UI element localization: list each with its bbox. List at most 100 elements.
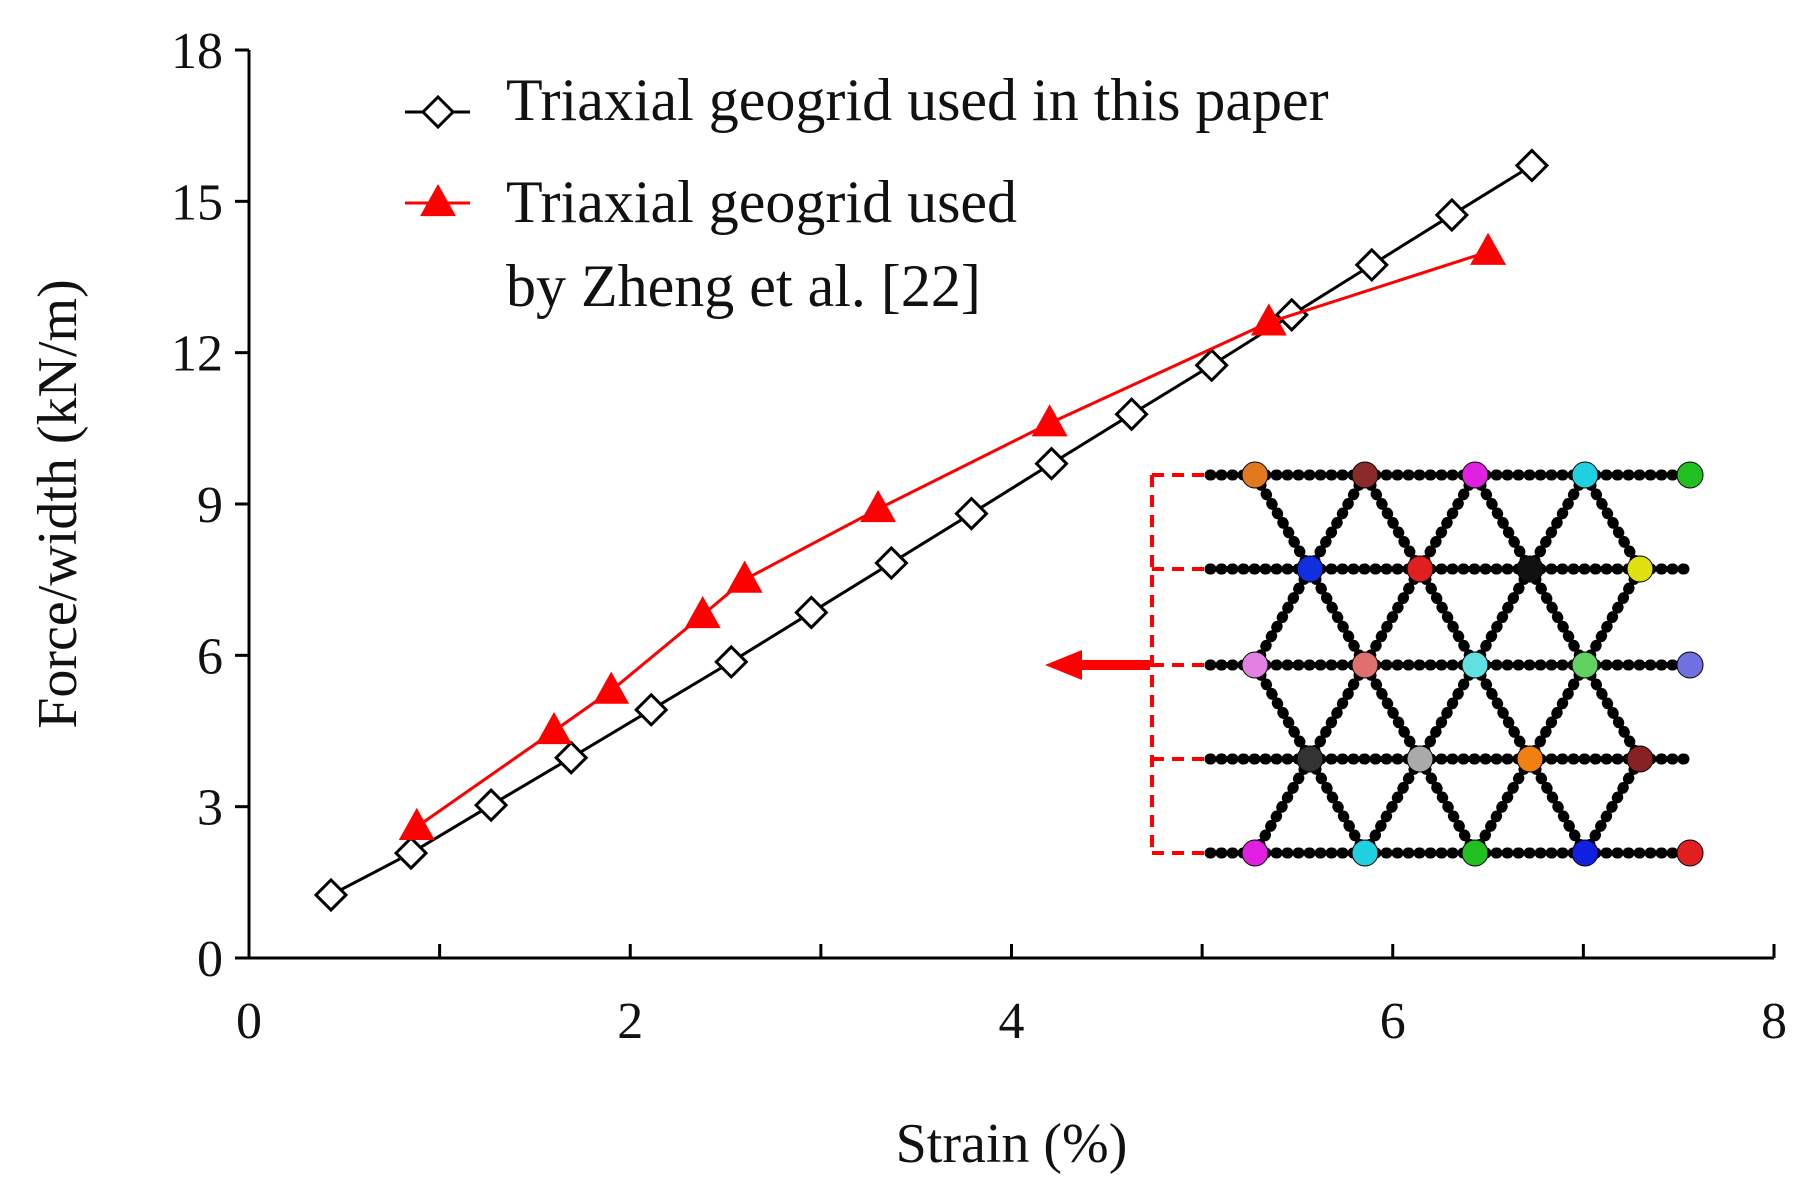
geogrid-node [1461, 651, 1489, 679]
legend-label-2-line: by Zheng et al. [22] [506, 253, 981, 319]
data-point-diamond [954, 496, 989, 531]
data-point-diamond [1514, 148, 1550, 183]
legend-entry-1: Triaxial geogrid used in this paper [405, 67, 1329, 133]
geogrid-diagonal [1249, 563, 1316, 671]
data-point-triangle [1250, 303, 1287, 336]
geogrid-node [1296, 745, 1324, 773]
legend-marker-triangle [420, 183, 456, 217]
geogrid-diagonal [1249, 469, 1316, 575]
geogrid-diagonal [1469, 753, 1536, 859]
y-tick-label: 0 [197, 931, 223, 988]
data-point-diamond [634, 692, 669, 727]
geogrid-diagonal [1304, 469, 1371, 575]
geogrid-diagonal [1359, 659, 1426, 765]
geogrid-diagonal [1359, 563, 1426, 671]
data-point-diamond [714, 644, 749, 680]
geogrid-diagonal [1579, 563, 1646, 671]
geogrid-diagonal [1579, 659, 1646, 765]
y-tick-label: 18 [171, 23, 223, 80]
legend-entry-2: Triaxial geogrid used by Zheng et al. [22… [405, 169, 1017, 319]
geogrid-diagonal [1249, 659, 1316, 765]
data-point-diamond [393, 835, 429, 871]
geogrid-node [1676, 461, 1704, 489]
data-point-triangle [684, 595, 721, 629]
geogrid-node [1571, 839, 1599, 867]
series-2 [398, 232, 1507, 840]
geogrid-diagonal [1524, 563, 1591, 671]
data-point-diamond [794, 595, 829, 630]
y-tick-label: 6 [197, 628, 223, 685]
geogrid-diagonal [1249, 753, 1316, 859]
data-point-diamond [1354, 247, 1389, 283]
geogrid-diagonal [1469, 469, 1536, 575]
geogrid-node [1676, 839, 1704, 867]
geogrid-diagonal [1414, 563, 1481, 671]
series-line [330, 164, 1533, 897]
x-tick-label: 2 [617, 993, 643, 1050]
geogrid-inset [1045, 461, 1704, 867]
geogrid-diagonal [1579, 469, 1646, 575]
geogrid-node [1406, 555, 1434, 583]
y-tick-label: 15 [171, 174, 223, 231]
geogrid-node [1351, 839, 1379, 867]
data-point-diamond [473, 788, 509, 823]
legend: Triaxial geogrid used in this paper Triax… [405, 67, 1329, 319]
geogrid-diagonal [1524, 659, 1591, 765]
data-point-triangle [726, 560, 763, 593]
tick-labels: 0 2 4 6 8 0 3 6 9 12 15 18 [171, 23, 1787, 1050]
y-tick-label: 3 [197, 780, 223, 837]
axes [235, 48, 1776, 960]
geogrid-node [1351, 461, 1379, 489]
geogrid-diagonal [1414, 469, 1481, 575]
data-point-triangle [593, 671, 630, 704]
geogrid-node [1626, 555, 1654, 583]
data-point-triangle [1031, 404, 1068, 437]
geogrid-node [1241, 839, 1269, 867]
geogrid-diagonal [1524, 469, 1591, 575]
geogrid-node [1571, 651, 1599, 679]
geogrid-diagonal [1414, 659, 1481, 765]
geogrid-node [1351, 651, 1379, 679]
data-point-diamond [1434, 197, 1469, 233]
y-tick-label: 12 [171, 326, 223, 383]
data-point-diamond [1034, 446, 1069, 481]
geogrid-node [1406, 745, 1434, 773]
geogrid-diagonal [1359, 753, 1426, 859]
geogrid-node [1241, 461, 1269, 489]
geogrid-node [1516, 555, 1544, 583]
data-point-diamond [313, 877, 349, 913]
geogrid-diagonal [1524, 753, 1591, 859]
x-tick-label: 6 [1380, 993, 1406, 1050]
legend-label-2-line: Triaxial geogrid used [506, 169, 1017, 235]
geogrid-diagonal [1304, 753, 1371, 859]
data-point-triangle [398, 807, 435, 840]
geogrid-diagonal [1304, 563, 1371, 671]
series-layer [313, 148, 1550, 913]
geogrid-diagonal [1469, 563, 1536, 671]
legend-label-1: Triaxial geogrid used in this paper [506, 67, 1329, 133]
data-point-triangle [1470, 232, 1507, 265]
x-axis-label: Strain (%) [896, 1113, 1128, 1175]
geogrid-diagonal [1414, 753, 1481, 859]
geogrid-node [1676, 651, 1704, 679]
geogrid-diagonal [1469, 659, 1536, 765]
geogrid-node [1241, 651, 1269, 679]
load-arrow-head [1045, 650, 1082, 680]
geogrid-diagonal [1579, 753, 1646, 859]
x-tick-label: 0 [236, 993, 262, 1050]
geogrid-node [1461, 461, 1489, 489]
data-point-diamond [1114, 397, 1149, 432]
y-tick-label: 9 [197, 477, 223, 534]
geogrid-node [1626, 745, 1654, 773]
data-point-diamond [1194, 348, 1229, 383]
geogrid-node [1461, 839, 1489, 867]
geogrid-diagonal [1359, 469, 1426, 575]
data-point-triangle [860, 490, 897, 523]
x-tick-label: 4 [999, 993, 1025, 1050]
geogrid-node [1516, 745, 1544, 773]
legend-marker-diamond [420, 94, 456, 130]
geogrid-node [1296, 555, 1324, 583]
series-1 [313, 148, 1550, 913]
geogrid-node [1571, 461, 1599, 489]
